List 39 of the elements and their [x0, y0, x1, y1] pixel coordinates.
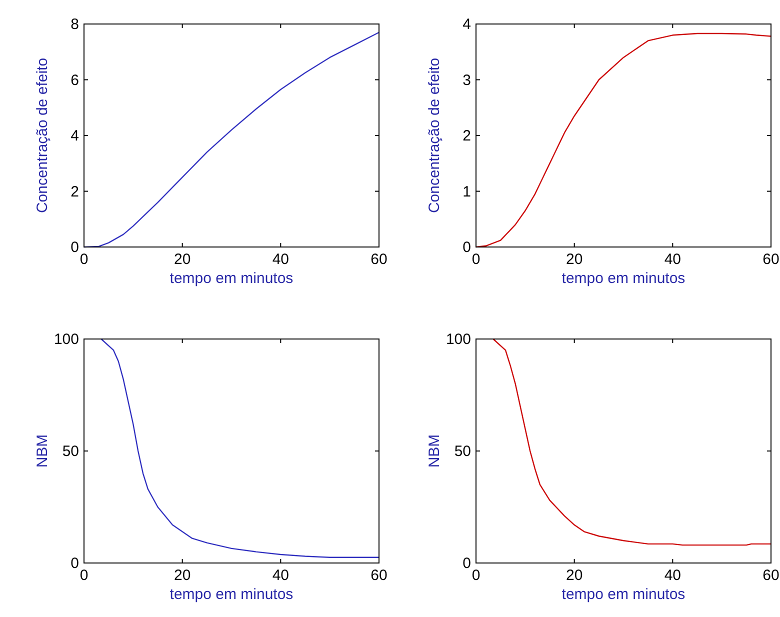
line-series	[492, 338, 772, 546]
y-tick-label: 2	[462, 128, 471, 144]
x-tick-label: 20	[174, 567, 191, 584]
x-axis-title: tempo em minutos	[170, 586, 294, 603]
y-tick-label: 1	[462, 183, 471, 200]
x-tick-label: 60	[370, 251, 388, 268]
y-tick-label: 4	[70, 128, 79, 144]
y-axis-title: Concentração de efeito	[426, 58, 443, 214]
x-tick-label: 60	[762, 251, 780, 268]
y-axis-title: NBM	[426, 434, 443, 468]
x-tick-label: 40	[664, 251, 682, 268]
x-axis-title: tempo em minutos	[562, 270, 686, 287]
y-tick-label: 50	[62, 443, 79, 460]
x-tick-label: 60	[370, 567, 388, 584]
y-axis-title: NBM	[34, 434, 51, 468]
y-tick-label: 8	[70, 16, 79, 33]
y-tick-label: 3	[462, 72, 471, 89]
x-axis-title: tempo em minutos	[170, 270, 294, 287]
y-tick-label: 0	[462, 555, 471, 572]
y-tick-label: 50	[454, 443, 471, 460]
y-tick-label: 4	[462, 16, 471, 33]
y-axis-title: Concentração de efeito	[34, 58, 51, 214]
y-tick-label: 0	[70, 555, 79, 572]
line-series	[100, 338, 380, 558]
x-tick-label: 20	[566, 567, 583, 584]
y-tick-label: 6	[70, 72, 79, 89]
y-tick-label: 100	[446, 331, 471, 348]
y-tick-label: 2	[70, 183, 79, 200]
x-tick-label: 40	[272, 251, 290, 268]
x-tick-label: 40	[272, 567, 290, 584]
x-tick-label: 20	[566, 251, 583, 268]
x-tick-label: 40	[664, 567, 682, 584]
x-axis-title: tempo em minutos	[562, 586, 686, 603]
y-tick-label: 0	[462, 239, 471, 256]
y-tick-label: 100	[54, 331, 79, 348]
x-tick-label: 20	[174, 251, 191, 268]
y-tick-label: 0	[70, 239, 79, 256]
x-tick-label: 60	[762, 567, 780, 584]
line-series	[475, 32, 772, 248]
